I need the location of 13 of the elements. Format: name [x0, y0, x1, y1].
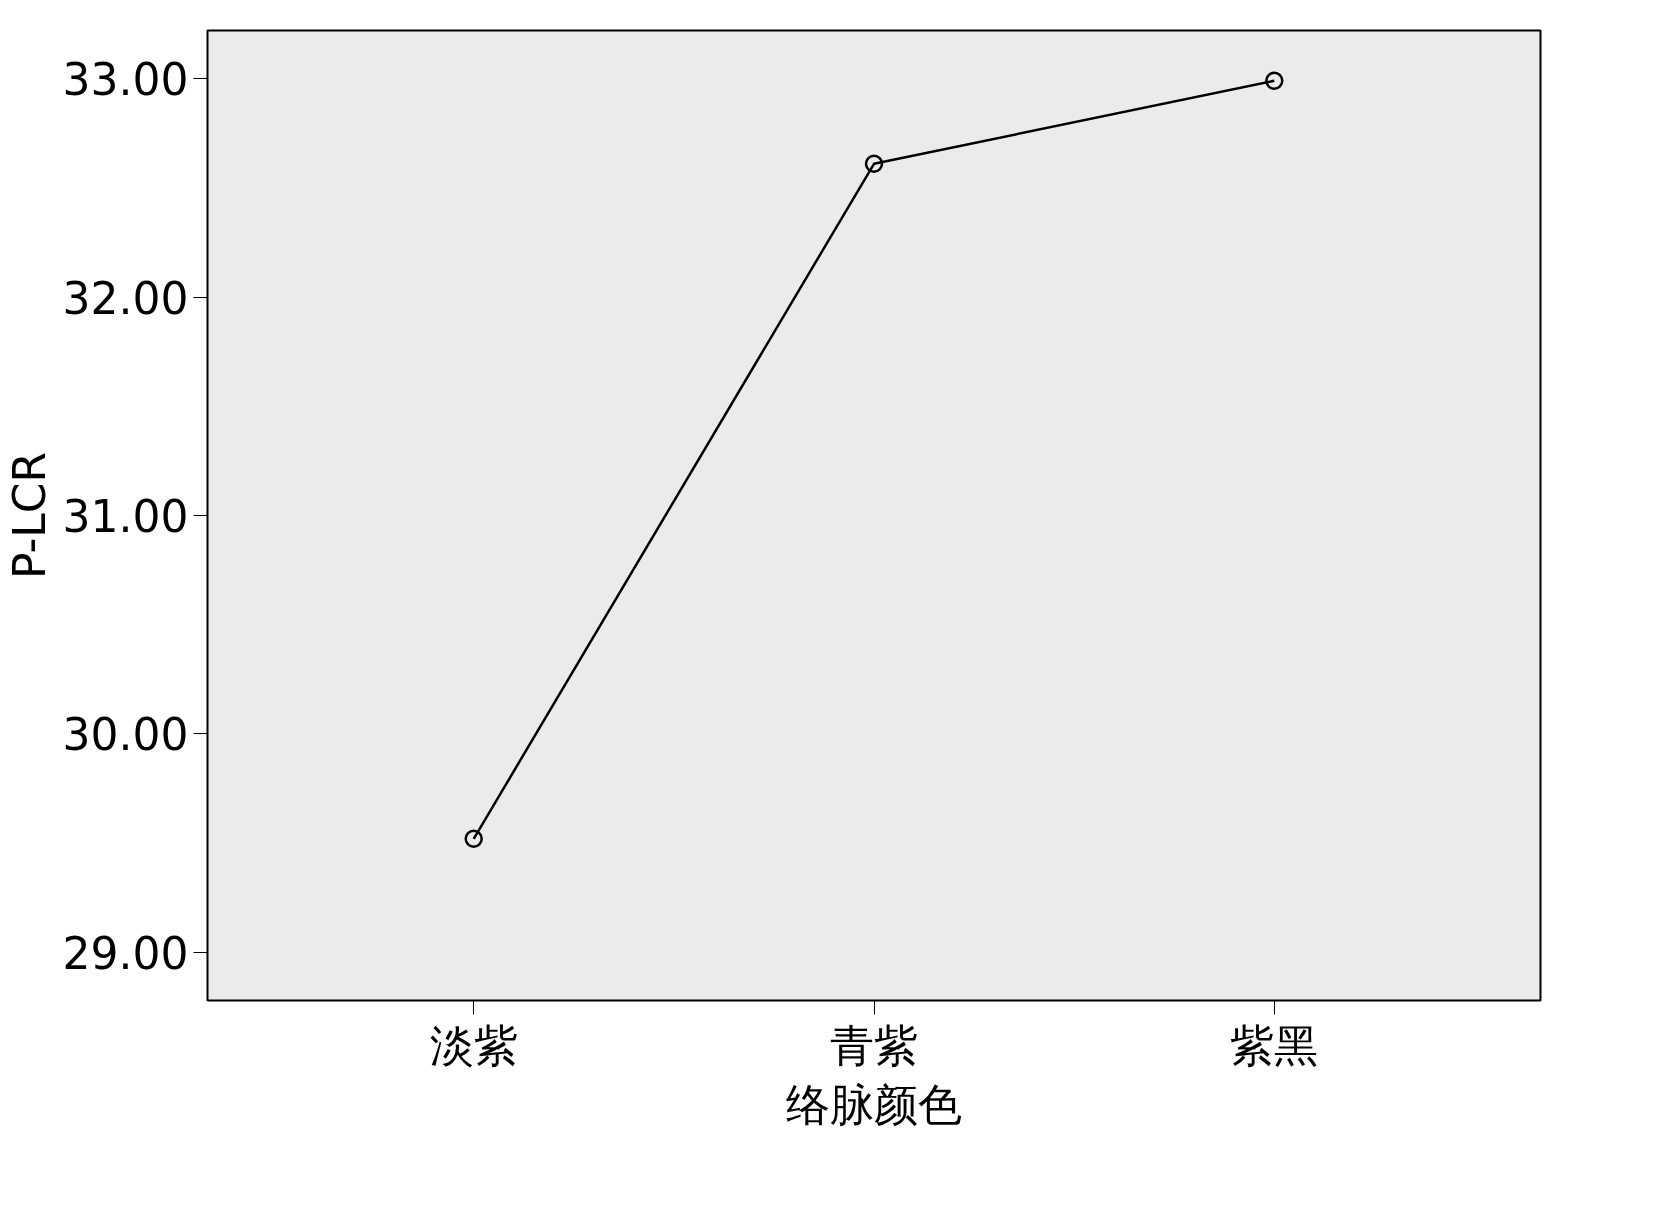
y-axis-title: P-LCR	[3, 451, 55, 580]
x-tick-label: 紫黑	[1230, 1019, 1319, 1071]
y-tick-label: 33.00	[62, 54, 189, 106]
y-tick-label: 31.00	[62, 491, 189, 542]
x-tick-label: 淡紫	[429, 1019, 518, 1071]
y-tick-label: 30.00	[62, 709, 189, 761]
x-tick-label: 青紫	[830, 1019, 918, 1071]
y-tick-label: 29.00	[62, 927, 189, 979]
point	[464, 829, 483, 849]
point	[1265, 71, 1284, 90]
y-tick-label: 32.00	[62, 272, 189, 324]
point	[864, 154, 884, 173]
x-axis-title: 络脉颜色	[786, 1078, 962, 1130]
